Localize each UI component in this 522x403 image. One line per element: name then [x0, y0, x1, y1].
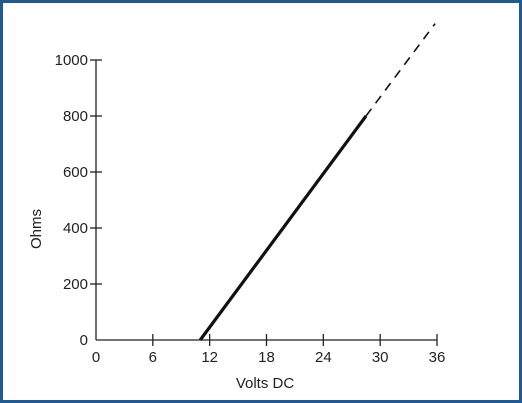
series-line-solid — [198, 115, 368, 341]
y-tick-label: 0 — [80, 332, 88, 349]
x-tick-label: 12 — [201, 349, 218, 366]
x-tick-label: 18 — [258, 349, 275, 366]
x-tick-label: 0 — [92, 349, 100, 366]
x-axis-label: Volts DC — [236, 375, 295, 392]
y-axis-label: Ohms — [28, 209, 45, 249]
y-tick-label: 1000 — [55, 52, 88, 69]
x-tick-label: 24 — [315, 349, 332, 366]
y-tick-label: 400 — [63, 220, 88, 237]
x-tick-label: 36 — [429, 349, 446, 366]
ticks: 0 6 12 18 24 30 36 0 200 400 600 800 1000 — [55, 52, 446, 366]
x-tick-label: 30 — [372, 349, 389, 366]
axes — [95, 60, 437, 341]
y-tick-label: 600 — [63, 164, 88, 181]
y-tick-label: 800 — [63, 108, 88, 125]
y-tick-label: 200 — [63, 276, 88, 293]
x-tick-label: 6 — [149, 349, 157, 366]
series-layer — [198, 23, 436, 341]
series-line-dashed — [365, 23, 436, 117]
